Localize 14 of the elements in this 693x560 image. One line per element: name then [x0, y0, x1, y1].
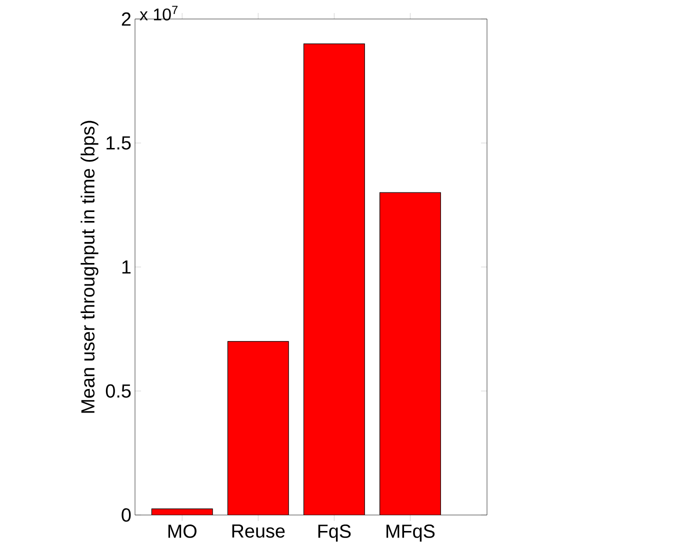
x-tick-label: MO [168, 524, 196, 538]
bar [228, 341, 289, 515]
bar [304, 44, 365, 515]
annotation: x 10$^{7}$ [140, 6, 178, 20]
bar [380, 192, 441, 515]
y-tick-label: 0.5 [106, 384, 131, 398]
y-tick-label: 1.5 [106, 136, 131, 150]
y-tick-label: 2 [122, 12, 131, 26]
y-axis-title: Mean user throughput in time (bps) [80, 120, 98, 413]
y-tick-label: 0 [122, 508, 131, 522]
y-tick-label: 1 [122, 260, 131, 274]
x-tick-label: Reuse [232, 524, 285, 538]
x-tick-label: FqS [318, 524, 351, 542]
x-tick-label: MFqS [386, 524, 435, 542]
